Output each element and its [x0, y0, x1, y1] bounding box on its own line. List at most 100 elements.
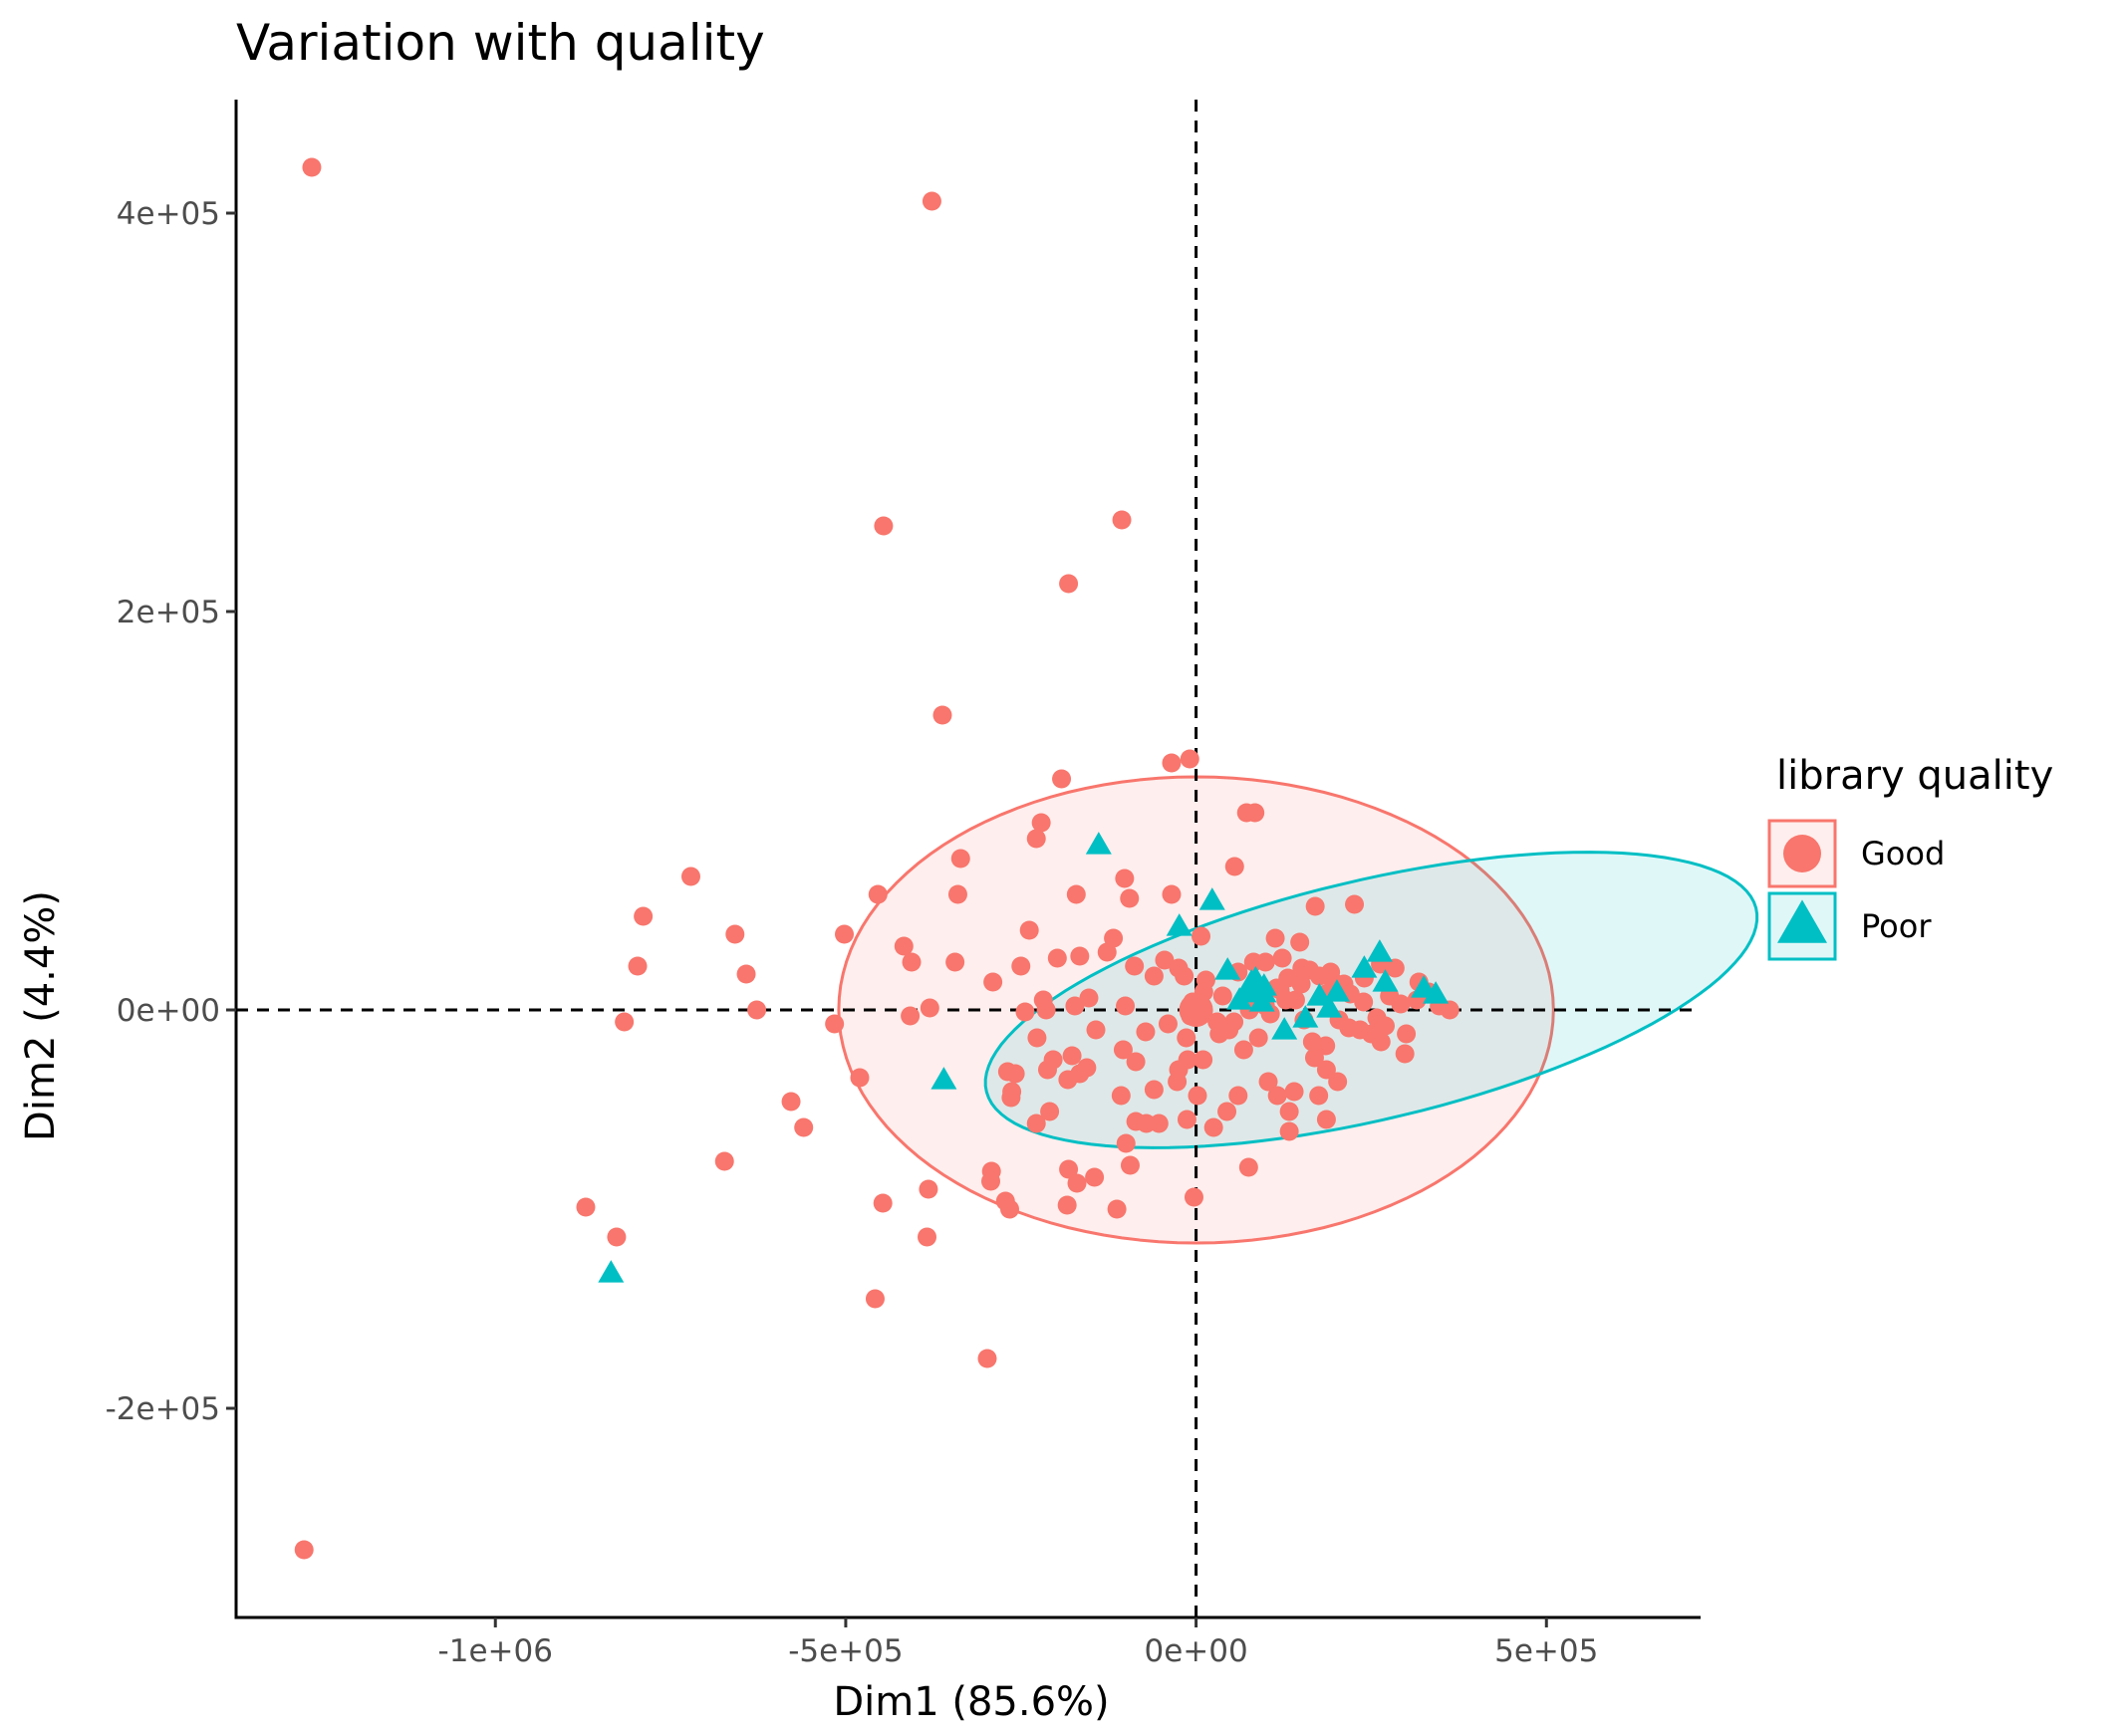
point-good [1224, 857, 1244, 876]
group-means [1179, 965, 1277, 1027]
point-good [1248, 1028, 1268, 1048]
point-good [1026, 829, 1046, 849]
point-good [1245, 803, 1265, 823]
legend-marker-poor [1777, 899, 1827, 943]
point-good [922, 191, 941, 211]
x-tick-label: -5e+05 [788, 1633, 903, 1669]
point-good [901, 1006, 921, 1026]
point-good [1086, 1020, 1106, 1040]
point-good [1290, 932, 1310, 952]
point-good [1005, 1064, 1025, 1084]
point-good [902, 952, 922, 972]
legend-label-poor: Poor [1861, 907, 1932, 945]
point-good [1120, 1155, 1140, 1175]
point-good [1067, 1173, 1087, 1193]
legend-marker-good [1783, 835, 1821, 872]
point-good [1031, 813, 1051, 833]
point-good [1285, 990, 1305, 1010]
point-good [1345, 894, 1365, 914]
point-poor [1366, 939, 1393, 962]
point-good [1162, 753, 1182, 773]
point-good [576, 1197, 596, 1217]
point-good [1066, 884, 1086, 904]
point-poor [930, 1067, 957, 1090]
point-good [947, 884, 967, 904]
point-good [919, 1179, 938, 1199]
point-good [1328, 1072, 1348, 1092]
point-good [634, 906, 654, 926]
point-good [1192, 926, 1211, 946]
point-good [1059, 574, 1079, 594]
point-good [1339, 1018, 1359, 1038]
point-poor [1085, 832, 1112, 855]
point-good [1111, 1086, 1131, 1106]
point-good [1144, 1080, 1164, 1100]
x-tick-label: 0e+00 [1144, 1633, 1247, 1669]
point-good [835, 924, 855, 944]
point-good [1033, 990, 1053, 1010]
y-tick-label: -2e+05 [106, 1391, 220, 1427]
x-axis-title: Dim1 (85.6%) [833, 1679, 1109, 1725]
point-good [1144, 966, 1164, 986]
point-good [1267, 1086, 1287, 1106]
point-good [1162, 884, 1182, 904]
point-good [794, 1117, 814, 1137]
point-good [850, 1068, 870, 1088]
point-good [1305, 896, 1325, 916]
point-poor [1351, 955, 1378, 978]
point-good [1001, 1088, 1021, 1108]
y-axis-title: Dim2 (4.4%) [18, 890, 64, 1141]
data-points [294, 157, 1460, 1560]
point-good [607, 1227, 627, 1247]
point-good [1107, 1199, 1127, 1219]
chart-title: Variation with quality [236, 14, 765, 72]
point-good [680, 867, 700, 886]
point-good [1309, 1086, 1329, 1106]
point-good [1194, 1050, 1213, 1070]
point-good [1040, 1102, 1060, 1121]
point-good [1279, 1102, 1299, 1121]
point-good [1391, 994, 1411, 1014]
point-good [1180, 749, 1199, 769]
point-good [1085, 1167, 1105, 1187]
point-good [999, 1199, 1019, 1219]
point-good [1228, 1086, 1248, 1106]
point-good [1116, 1133, 1136, 1153]
point-good [920, 998, 939, 1018]
point-poor [1306, 983, 1333, 1006]
legend-title: library quality [1776, 753, 2053, 799]
point-good [825, 1014, 845, 1034]
point-good [950, 849, 970, 868]
point-good [1136, 1022, 1156, 1042]
point-good [1292, 958, 1312, 978]
point-good [1304, 1048, 1324, 1068]
point-good [1217, 1102, 1237, 1121]
point-good [1070, 1064, 1090, 1084]
point-good [1104, 928, 1124, 948]
point-good [294, 1540, 314, 1560]
point-good [1375, 1016, 1395, 1036]
mean-good [1179, 993, 1213, 1027]
legend-label-good: Good [1861, 835, 1945, 872]
point-good [1079, 988, 1099, 1008]
point-good [1279, 1121, 1299, 1141]
point-good [1120, 888, 1140, 908]
point-good [1126, 1052, 1146, 1072]
point-poor [1372, 969, 1399, 992]
mean-poor [1234, 965, 1277, 1003]
point-good [1188, 1086, 1207, 1106]
point-good [1115, 868, 1135, 888]
point-good [868, 884, 888, 904]
point-poor [1198, 887, 1225, 910]
point-good [1258, 1072, 1278, 1092]
point-good [1177, 1028, 1196, 1048]
point-good [1177, 1110, 1196, 1129]
point-good [1207, 1012, 1227, 1032]
point-good [932, 705, 952, 725]
point-good [1065, 996, 1085, 1016]
point-good [1059, 1159, 1079, 1179]
point-good [1316, 1060, 1336, 1080]
point-good [1070, 946, 1090, 966]
point-good [1155, 950, 1175, 970]
